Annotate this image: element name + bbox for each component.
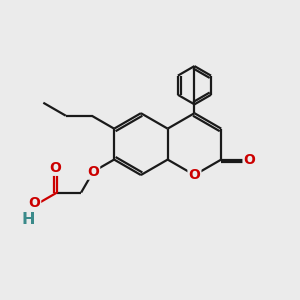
Text: H: H [22,212,35,227]
Text: O: O [87,165,99,178]
Text: O: O [188,168,200,182]
Text: O: O [28,196,40,210]
Text: O: O [50,161,61,175]
Text: O: O [244,153,255,166]
